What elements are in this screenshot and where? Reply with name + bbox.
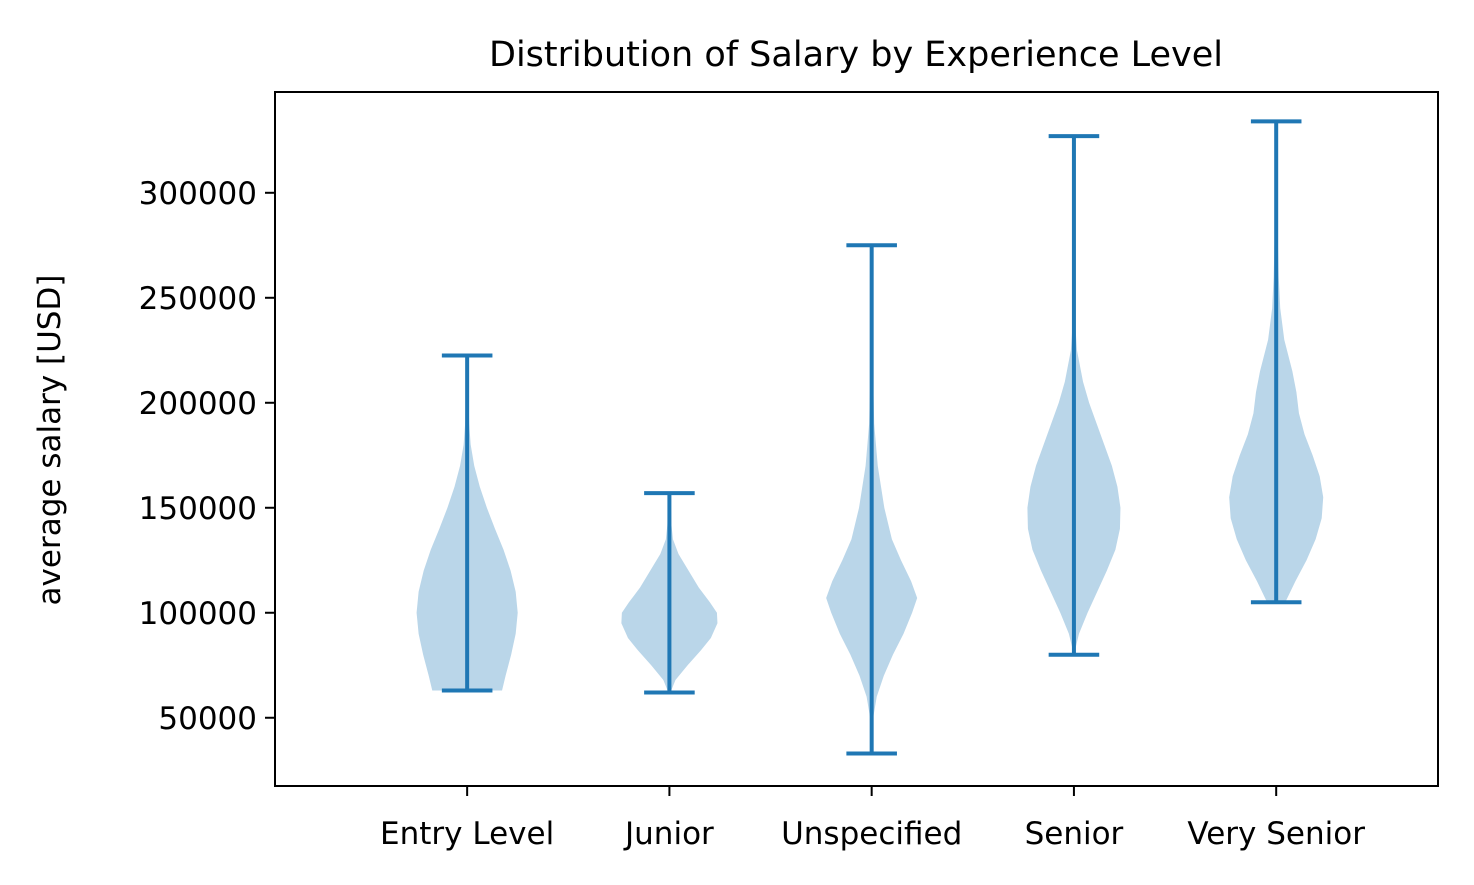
violin-junior bbox=[621, 491, 718, 695]
y-tick-label: 250000 bbox=[139, 281, 257, 317]
x-tick-label: Senior bbox=[1025, 816, 1124, 852]
plot-frame bbox=[274, 91, 1439, 787]
x-tick-label: Junior bbox=[623, 816, 714, 852]
violin-very-senior bbox=[1229, 119, 1324, 605]
y-tick-label: 200000 bbox=[139, 386, 257, 422]
violin-unspecified bbox=[826, 243, 918, 756]
x-tick-label: Very Senior bbox=[1187, 816, 1365, 852]
y-tick-label: 100000 bbox=[139, 596, 257, 632]
y-axis: 50000 100000 150000 200000 250000 300000 bbox=[139, 176, 275, 737]
y-tick-label: 50000 bbox=[158, 701, 257, 737]
y-tick-label: 150000 bbox=[139, 491, 257, 527]
x-axis: Entry Level Junior Unspecified Senior Very S… bbox=[380, 786, 1365, 852]
violin-senior bbox=[1027, 134, 1121, 657]
violins-layer bbox=[416, 119, 1324, 756]
y-axis-label: average salary [USD] bbox=[32, 275, 68, 606]
violin-entry-level bbox=[416, 353, 518, 693]
x-tick-label: Entry Level bbox=[380, 816, 554, 852]
x-tick-label: Unspecified bbox=[781, 816, 962, 852]
chart-title: Distribution of Salary by Experience Lev… bbox=[489, 35, 1223, 75]
y-tick-label: 300000 bbox=[139, 176, 257, 212]
